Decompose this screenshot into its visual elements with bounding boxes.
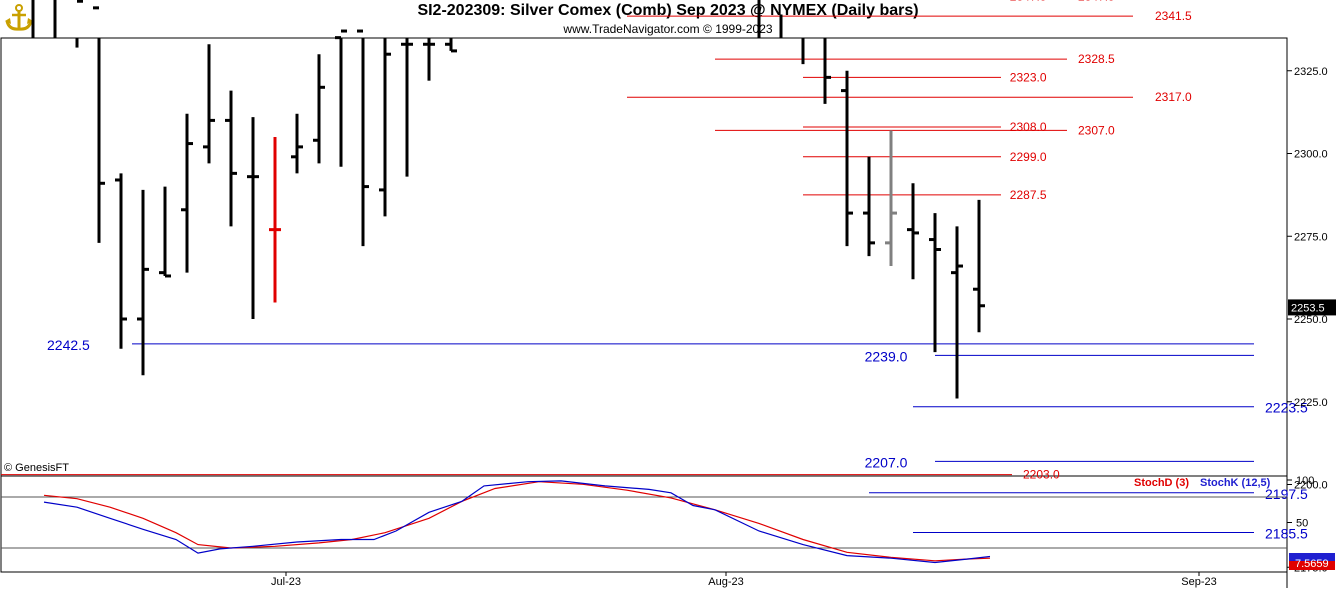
stoch-tick-label: 100 — [1296, 475, 1314, 487]
price-bar[interactable] — [379, 38, 391, 217]
price-bar[interactable] — [313, 54, 325, 164]
price-bar[interactable] — [775, 0, 787, 38]
price-bar[interactable] — [423, 38, 435, 81]
level-label-2317.0: 2317.0 — [1155, 90, 1192, 104]
stoch-line-StochD (3) — [43, 481, 991, 562]
stoch-line-StochK (12,5) — [43, 480, 991, 564]
price-bar[interactable] — [841, 70, 853, 247]
price-bar[interactable] — [291, 113, 303, 174]
price-tick-label: 2200.0 — [1294, 480, 1328, 492]
price-bar[interactable] — [247, 117, 259, 319]
price-bar[interactable] — [401, 38, 413, 177]
chart-title: SI2-202309: Silver Comex (Comb) Sep 2023… — [417, 2, 919, 19]
date-label: Aug-23 — [708, 576, 743, 588]
price-bar[interactable] — [93, 6, 105, 243]
last-price-badge — [1288, 299, 1336, 316]
level-label-2299.0: 2299.0 — [1010, 150, 1047, 164]
price-bar[interactable] — [49, 0, 61, 38]
level-label-2185.5: 2185.5 — [1265, 525, 1308, 541]
price-bar[interactable] — [269, 136, 281, 303]
level-label-2207.0: 2207.0 — [865, 454, 908, 470]
level-label-2223.5: 2223.5 — [1265, 400, 1308, 416]
price-bar[interactable] — [973, 199, 985, 333]
chart-subtitle: www.TradeNavigator.com © 1999-2023 — [563, 22, 773, 36]
level-label-2287.5: 2287.5 — [1010, 188, 1047, 202]
level-label-2239.0: 2239.0 — [865, 348, 908, 364]
level-label-2347.5: 2347.5 — [1078, 0, 1115, 3]
anchor-logo-icon — [5, 4, 33, 31]
stoch-k-legend: StochK (12,5) — [1200, 477, 1271, 489]
level-label-2323.0: 2323.0 — [1010, 70, 1047, 84]
stoch-d-legend: StochD (3) — [1134, 477, 1189, 489]
date-label: Sep-23 — [1181, 576, 1216, 588]
price-bar[interactable] — [203, 44, 215, 164]
price-bar[interactable] — [225, 90, 237, 227]
price-tick-label: 2225.0 — [1294, 397, 1328, 409]
stoch-badge-bottom — [1289, 561, 1335, 570]
data-credit: © GenesisFT — [4, 462, 69, 474]
price-bar[interactable] — [907, 183, 919, 280]
main-plot-frame — [0, 37, 1288, 477]
stoch-tick-label: 50 — [1296, 518, 1308, 530]
price-bar[interactable] — [181, 113, 193, 273]
price-bar[interactable] — [885, 130, 897, 267]
date-label: Jul-23 — [271, 576, 301, 588]
last-price-label: 2253.5 — [1291, 302, 1325, 314]
price-bar[interactable] — [797, 0, 809, 65]
price-bar[interactable] — [159, 186, 171, 278]
price-tick-label: 2300.0 — [1294, 149, 1328, 161]
price-bar[interactable] — [115, 173, 127, 349]
level-label-2197.5: 2197.5 — [1265, 486, 1308, 502]
price-bar[interactable] — [863, 156, 875, 257]
level-label-2341.5: 2341.5 — [1155, 9, 1192, 23]
stoch-plot-frame — [0, 475, 1288, 573]
price-tick-label: 2275.0 — [1294, 231, 1328, 243]
price-bar[interactable] — [357, 29, 369, 247]
level-label-2242.5: 2242.5 — [47, 337, 90, 353]
price-tick-label: 2250.0 — [1294, 314, 1328, 326]
stoch-last-value-label: 7.5659 — [1295, 558, 1329, 570]
level-label-2347.5: 2347.5 — [1010, 0, 1047, 3]
price-bar[interactable] — [445, 38, 457, 53]
level-label-2308.0: 2308.0 — [1010, 120, 1047, 134]
level-label-2307.0: 2307.0 — [1078, 123, 1115, 137]
level-label-2203.0: 2203.0 — [1023, 468, 1060, 482]
level-label-2328.5: 2328.5 — [1078, 52, 1115, 66]
price-bar[interactable] — [753, 0, 765, 38]
price-bar[interactable] — [137, 189, 149, 376]
stoch-badge-top — [1289, 553, 1335, 561]
price-tick-label: 2325.0 — [1294, 66, 1328, 78]
price-bar[interactable] — [819, 0, 831, 104]
price-bar[interactable] — [27, 0, 39, 38]
price-bar[interactable] — [951, 226, 963, 399]
price-bar[interactable] — [929, 213, 941, 353]
price-bar[interactable] — [71, 0, 83, 48]
price-bar[interactable] — [335, 29, 347, 167]
